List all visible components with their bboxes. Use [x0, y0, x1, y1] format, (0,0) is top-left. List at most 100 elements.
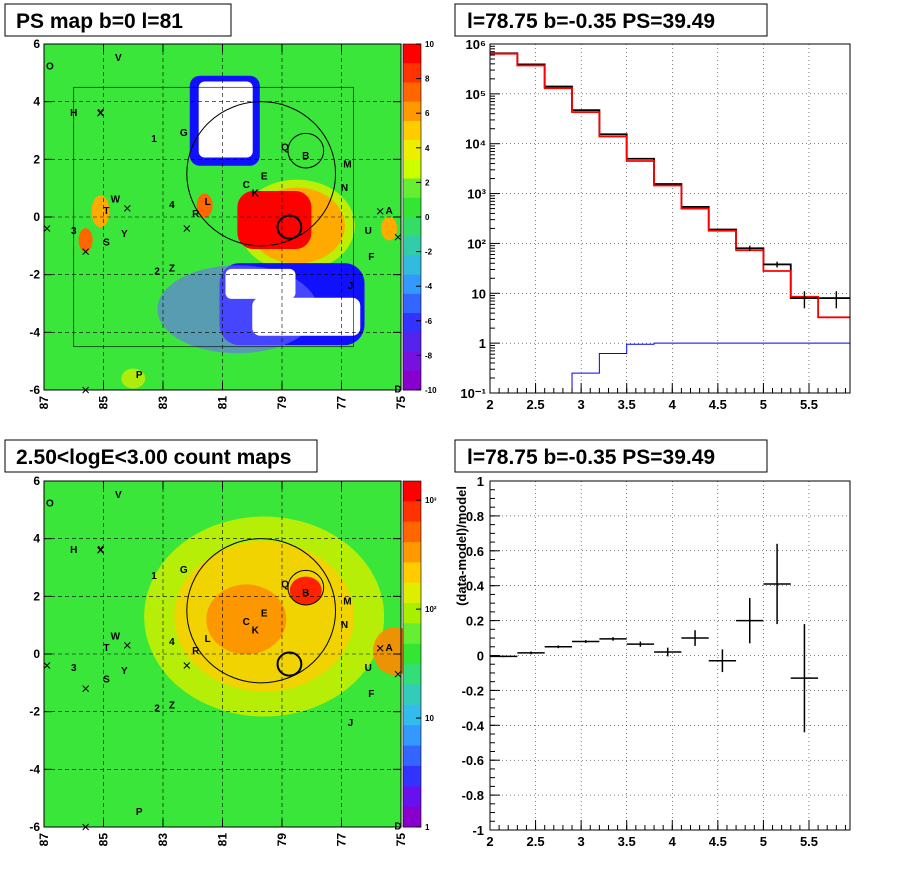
source-label: O — [46, 499, 54, 510]
source-label: Q — [281, 579, 289, 590]
colorbar-segment — [403, 725, 421, 747]
residual-plot: 2 2.5 3 3.5 4 4.5 5 5.5 1 0.8 0.6 0.4 0.2 0 -0.2 -0.4 -0… — [454, 474, 851, 849]
source-label: J — [348, 718, 354, 729]
colorbar-tick-label: 10² — [425, 605, 437, 614]
colorbar-tick-label: -6 — [425, 317, 433, 326]
warm-spot-l — [196, 193, 213, 218]
source-label: R — [192, 209, 200, 220]
source-label: 1 — [151, 134, 157, 145]
source-marker-cross — [376, 207, 384, 215]
colorbar-tick-label: 6 — [425, 109, 430, 118]
x-tick-label: 2 — [486, 397, 493, 412]
source-label: X — [97, 545, 104, 556]
source-label: V — [115, 53, 122, 64]
source-label: H — [70, 545, 77, 556]
y-tick-label: 10³ — [467, 187, 486, 202]
colorbar-segment — [403, 806, 421, 828]
source-marker-cross — [376, 644, 384, 652]
source-marker-cross — [183, 662, 191, 669]
y-tick-label: -0.4 — [462, 718, 485, 733]
y-tick-label: -6 — [29, 820, 40, 834]
colorbar-segment — [403, 542, 421, 563]
x-tick-label: 77 — [335, 396, 349, 410]
bright-source-b — [289, 576, 322, 605]
source-marker-cross — [82, 685, 90, 692]
x-tick-label: 75 — [394, 396, 408, 410]
void-lower-a — [225, 268, 296, 299]
source-label: E — [261, 608, 268, 619]
source-marker-cross — [97, 546, 104, 554]
y-tick-label: 4 — [33, 532, 40, 546]
y-tick-label: 2 — [33, 152, 40, 166]
colorbar-segment — [403, 704, 421, 726]
colorbar-segment — [403, 293, 421, 314]
ps-map-title-box: PS map b=0 l=81 — [4, 3, 232, 37]
x-tick-label: 79 — [275, 833, 289, 847]
void-lower-b — [252, 297, 361, 336]
y-tick-label: -0.2 — [462, 683, 484, 698]
source-marker-cross — [394, 233, 402, 241]
warm-spot-a — [381, 216, 398, 241]
x-tick-label: 5.5 — [800, 834, 818, 849]
y-tick-label: 1 — [479, 336, 486, 351]
colorbar-segment — [403, 481, 421, 502]
source-label: Y — [121, 229, 128, 240]
y-tick-label: 10⁵ — [465, 87, 486, 102]
source-label: Q — [281, 142, 289, 153]
count-map-title-box: 2.50<logE<3.00 count maps — [4, 439, 318, 473]
y-axis-label: (data-model)/model — [454, 486, 469, 606]
x-tick-label: 4.5 — [709, 834, 727, 849]
colorbar-segment — [403, 140, 421, 160]
source-label: E — [261, 171, 268, 182]
hot-spot — [237, 191, 312, 250]
source-label: 2 — [154, 703, 160, 714]
x-tick-label: 4 — [669, 397, 677, 412]
source-label: F — [368, 252, 374, 263]
colorbar-segment — [403, 120, 421, 141]
y-tick-label: 1 — [477, 474, 484, 489]
source-marker-cross — [82, 248, 90, 255]
colorbar-segment — [403, 351, 421, 372]
y-tick-label: 0.4 — [466, 579, 485, 594]
y-tick-label: 0.8 — [466, 509, 484, 524]
colorbar-tick-label: 10 — [425, 714, 434, 723]
source-label: C — [243, 617, 250, 628]
warm-spot-p — [121, 368, 146, 389]
colorbar-tick-label: 2 — [425, 178, 430, 187]
source-label: S — [103, 675, 110, 686]
spectrum-frame — [489, 43, 851, 394]
x-tick-label: 75 — [394, 833, 408, 847]
source-label: W — [111, 631, 121, 642]
spectrum-title: l=78.75 b=-0.35 PS=39.49 — [467, 10, 715, 33]
y-tick-label: -4 — [29, 325, 40, 339]
x-tick-label: 3.5 — [618, 834, 636, 849]
colorbar-segment — [403, 603, 421, 624]
source-label: B — [302, 151, 309, 162]
source-label: H — [70, 108, 77, 119]
source-label: N — [341, 183, 348, 194]
source-label: L — [205, 197, 211, 208]
colorbar-segment — [403, 217, 421, 237]
colorbar-segment — [403, 786, 421, 808]
residual-title: l=78.75 b=-0.35 PS=39.49 — [467, 446, 715, 469]
source-label: R — [192, 646, 200, 657]
y-tick-label: -1 — [472, 823, 484, 838]
x-tick-label: 2.5 — [527, 834, 545, 849]
source-label: V — [115, 490, 122, 501]
y-tick-label: 4 — [33, 95, 40, 109]
spectrum-background — [490, 44, 850, 393]
source-label: G — [180, 128, 188, 139]
colorbar-tick-label: 4 — [425, 144, 430, 153]
source-label: O — [46, 62, 54, 73]
y-tick-label: -4 — [29, 762, 40, 776]
x-tick-label: 81 — [216, 833, 230, 847]
source-label: 1 — [151, 571, 157, 582]
source-circle — [276, 214, 303, 240]
source-circle — [287, 569, 325, 606]
spectrum-panel: l=78.75 b=-0.35 PS=39.49 2 2.5 3 3.5 4 4.5 5 5.… — [454, 3, 851, 412]
y-tick-label: 0.2 — [466, 614, 484, 629]
y-tick-label: 6 — [33, 37, 40, 51]
source-label: P — [136, 807, 143, 818]
colorbar-tick-label: -2 — [425, 248, 433, 257]
